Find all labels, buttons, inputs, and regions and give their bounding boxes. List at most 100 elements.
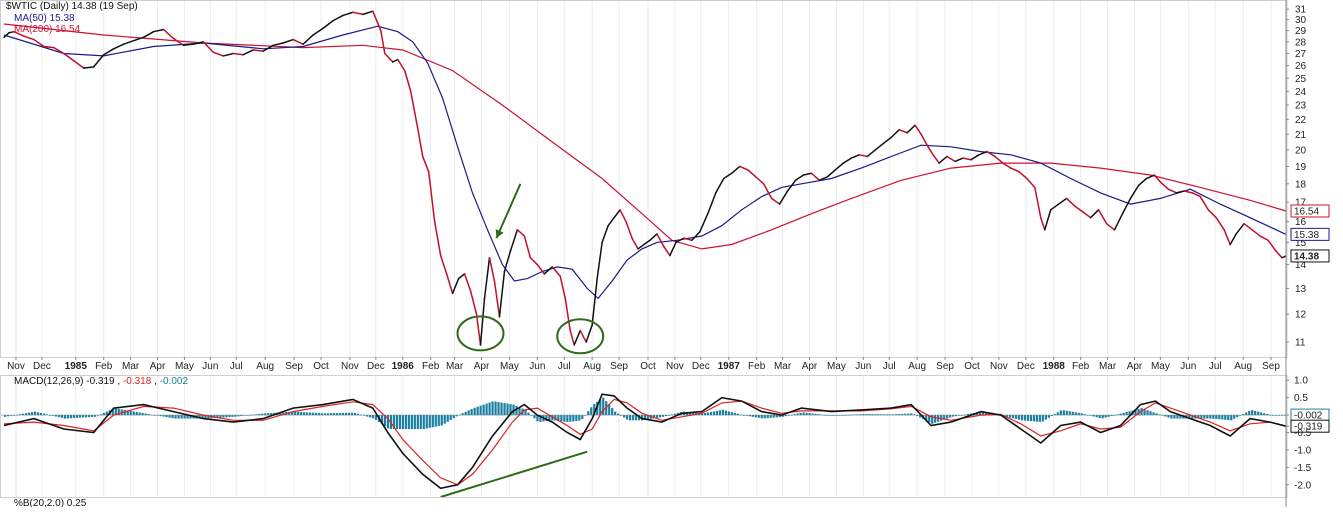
macd-histogram-bar (808, 413, 811, 416)
macd-histogram-bar (48, 415, 52, 416)
price-segment (1040, 216, 1046, 231)
macd-histogram-bar (1143, 409, 1146, 416)
macd-histogram-bar (1005, 415, 1009, 417)
price-segment (397, 58, 406, 72)
macd-histogram-bar (84, 415, 87, 418)
macd-histogram-bar (318, 413, 321, 416)
macd-histogram-bar (464, 411, 467, 416)
macd-histogram-bar (931, 415, 934, 424)
price-segment (591, 277, 598, 326)
macd-histogram-bar (153, 415, 156, 416)
price-segment (946, 155, 956, 163)
macd-histogram-bar (1161, 415, 1164, 416)
price-segment (978, 150, 988, 156)
macd-histogram-bar (772, 415, 775, 418)
macd-histogram-bar (1230, 415, 1233, 421)
price-segment (182, 43, 195, 47)
macd-histogram-bar (757, 415, 760, 418)
price-segment (802, 172, 813, 176)
macd-histogram-bar (901, 413, 904, 416)
macd-histogram-bar (395, 415, 398, 430)
price-y-tick-label: 17 (1295, 198, 1307, 209)
macd-histogram-bar (581, 415, 584, 420)
value-box-price (1290, 249, 1330, 263)
x-tick-label: Aug (256, 361, 274, 372)
macd-histogram-bar (201, 415, 204, 419)
macd-histogram-bar (1167, 415, 1170, 418)
x-tick-label: Sep (610, 361, 628, 372)
macd-histogram-bar (554, 415, 557, 421)
macd-histogram-bar (1068, 411, 1071, 416)
macd-histogram-bar (614, 411, 617, 416)
price-segment (529, 257, 539, 266)
macd-histogram-bar (362, 415, 366, 416)
macd-histogram-bar (258, 413, 261, 416)
x-tick-label: Dec (367, 361, 385, 372)
price-segment (683, 237, 693, 242)
macd-histogram-bar (889, 414, 892, 416)
macd-y-tick-label: -0.002 (1294, 411, 1323, 422)
price-segment (23, 35, 35, 41)
price-segment (483, 257, 491, 300)
macd-histogram-bar (1251, 410, 1254, 416)
macd-histogram-bar (1176, 415, 1179, 419)
macd-histogram-bar (1215, 415, 1218, 420)
x-tick-label: Nov (341, 361, 359, 372)
macd-histogram-bar (1116, 414, 1119, 416)
macd-histogram-bar (237, 415, 240, 417)
price-segment (63, 52, 75, 62)
macd-histogram-bar (1095, 415, 1098, 418)
price-segment (427, 170, 436, 223)
price-segment (1153, 174, 1162, 183)
macd-histogram-bar (787, 415, 790, 416)
macd-histogram-bar (186, 415, 189, 419)
macd-histogram-bar (733, 412, 736, 416)
macd-histogram-bar (847, 414, 850, 416)
macd-histogram-bar (138, 412, 141, 416)
macd-histogram-bar (1170, 415, 1173, 419)
price-segment (613, 209, 621, 219)
macd-histogram-bar (240, 415, 243, 417)
macd-histogram-bar (264, 413, 267, 416)
macd-histogram-bar (978, 411, 982, 416)
macd-histogram-bar (392, 415, 395, 430)
macd-histogram-bar (297, 411, 300, 416)
macd-histogram-bar (207, 415, 210, 419)
macd-histogram-bar (326, 413, 330, 416)
price-segment (445, 273, 454, 295)
macd-histogram-bar (180, 415, 183, 419)
macd-histogram-bar (635, 415, 638, 421)
price-segment (1121, 197, 1132, 215)
macd-histogram-bar (644, 415, 647, 420)
x-tick-label: Nov (7, 361, 25, 372)
price-segment (1199, 195, 1209, 211)
macd-histogram-bar (416, 415, 419, 430)
price-y-tick-label: 24 (1295, 87, 1307, 98)
macd-histogram-bar (1026, 415, 1030, 421)
value-label-ma200: 16.54 (1294, 206, 1319, 217)
macd-histogram-bar (156, 415, 159, 416)
price-segment (262, 44, 274, 52)
macd-legend-name: MACD(12,26,9) (14, 376, 83, 387)
price-segment (362, 10, 374, 16)
value-box-ma200 (1290, 204, 1330, 218)
macd-histogram-bar (434, 415, 437, 427)
macd-histogram-bar (291, 411, 294, 416)
macd-histogram-bar (219, 415, 222, 418)
macd-histogram-bar (569, 415, 572, 422)
price-segment (1113, 212, 1124, 231)
price-y-tick-label: 22 (1295, 115, 1307, 126)
macd-legend-signal: -0.318 (123, 376, 152, 387)
macd-histogram-bar (99, 414, 102, 416)
price-segment (43, 45, 55, 49)
price-y-tick-label: 18 (1295, 179, 1307, 190)
macd-histogram-bar (533, 415, 536, 419)
price-segment (656, 233, 665, 248)
price-segment (1018, 170, 1028, 180)
price-segment (1057, 197, 1068, 205)
macd-histogram-bar (341, 412, 345, 416)
ma200-legend: MA(200) 16.54 (14, 24, 81, 35)
macd-histogram-bar (1203, 415, 1206, 419)
